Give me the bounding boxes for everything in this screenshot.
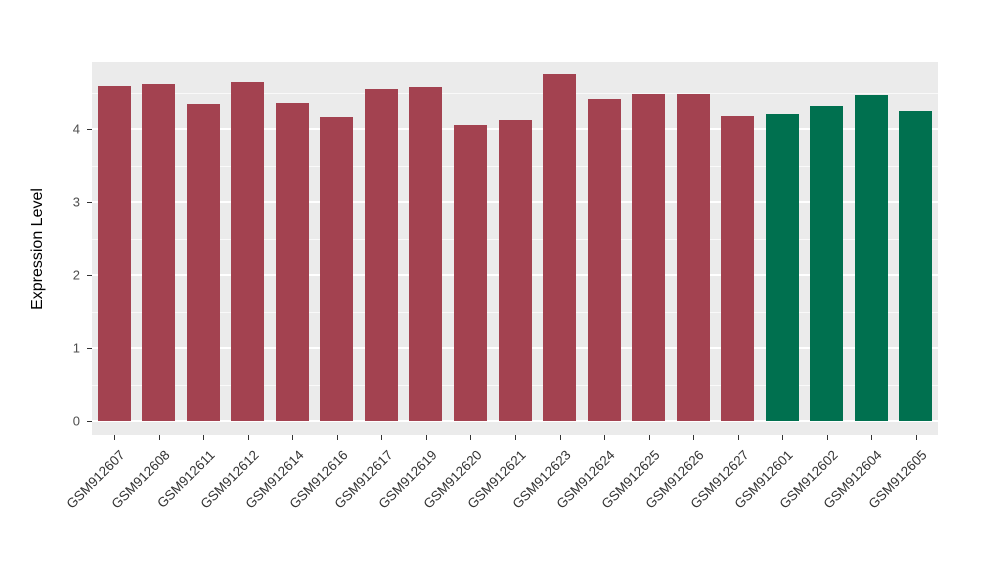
- bar: [364, 88, 398, 421]
- y-axis-tick: [87, 202, 92, 203]
- y-axis-tick: [87, 348, 92, 349]
- bar: [409, 86, 443, 421]
- bar: [453, 124, 487, 421]
- plot-panel: [92, 62, 938, 435]
- y-tick-label: 0: [72, 413, 80, 429]
- bar: [854, 94, 888, 421]
- x-axis-tick: [782, 435, 784, 440]
- bar: [632, 93, 666, 421]
- x-axis-tick: [737, 435, 739, 440]
- x-axis-tick: [871, 435, 873, 440]
- x-axis-tick: [425, 435, 427, 440]
- gridline-minor: [92, 92, 938, 94]
- y-tick-label: 1: [72, 340, 80, 356]
- x-axis-tick: [158, 435, 160, 440]
- bar: [97, 85, 131, 421]
- x-axis-tick: [292, 435, 294, 440]
- x-axis-tick: [826, 435, 828, 440]
- bar: [721, 115, 755, 421]
- x-axis-tick: [381, 435, 383, 440]
- y-tick-label: 2: [72, 267, 80, 283]
- bar: [231, 82, 265, 421]
- bar: [543, 73, 577, 421]
- bar: [810, 106, 844, 421]
- bar: [676, 93, 710, 421]
- x-axis-tick: [693, 435, 695, 440]
- x-axis-tick: [336, 435, 338, 440]
- y-axis-tick: [87, 129, 92, 130]
- bar: [275, 102, 309, 421]
- y-tick-label: 3: [72, 194, 80, 210]
- x-axis-tick: [915, 435, 917, 440]
- y-axis: 0 1 2 3 4: [0, 62, 92, 435]
- x-axis-tick: [247, 435, 249, 440]
- bar: [587, 99, 621, 421]
- x-axis-tick: [648, 435, 650, 440]
- y-tick-label: 4: [72, 121, 80, 137]
- gridline-major: [92, 420, 938, 422]
- bar: [186, 104, 220, 421]
- x-axis-tick: [559, 435, 561, 440]
- bar: [498, 119, 532, 421]
- bar: [899, 110, 933, 421]
- x-axis-tick: [515, 435, 516, 440]
- bar: [142, 84, 176, 421]
- x-axis-tick: [114, 435, 116, 440]
- x-axis-tick: [604, 435, 606, 440]
- x-axis-tick: [203, 435, 205, 440]
- y-axis-tick: [87, 421, 92, 422]
- bar: [320, 117, 354, 421]
- x-axis-labels: GSM912607 GSM912608 GSM912611 GSM912612 GSM9…: [64, 444, 938, 580]
- bar: [765, 113, 799, 421]
- x-axis-tick: [470, 435, 472, 440]
- y-axis-tick: [87, 275, 92, 276]
